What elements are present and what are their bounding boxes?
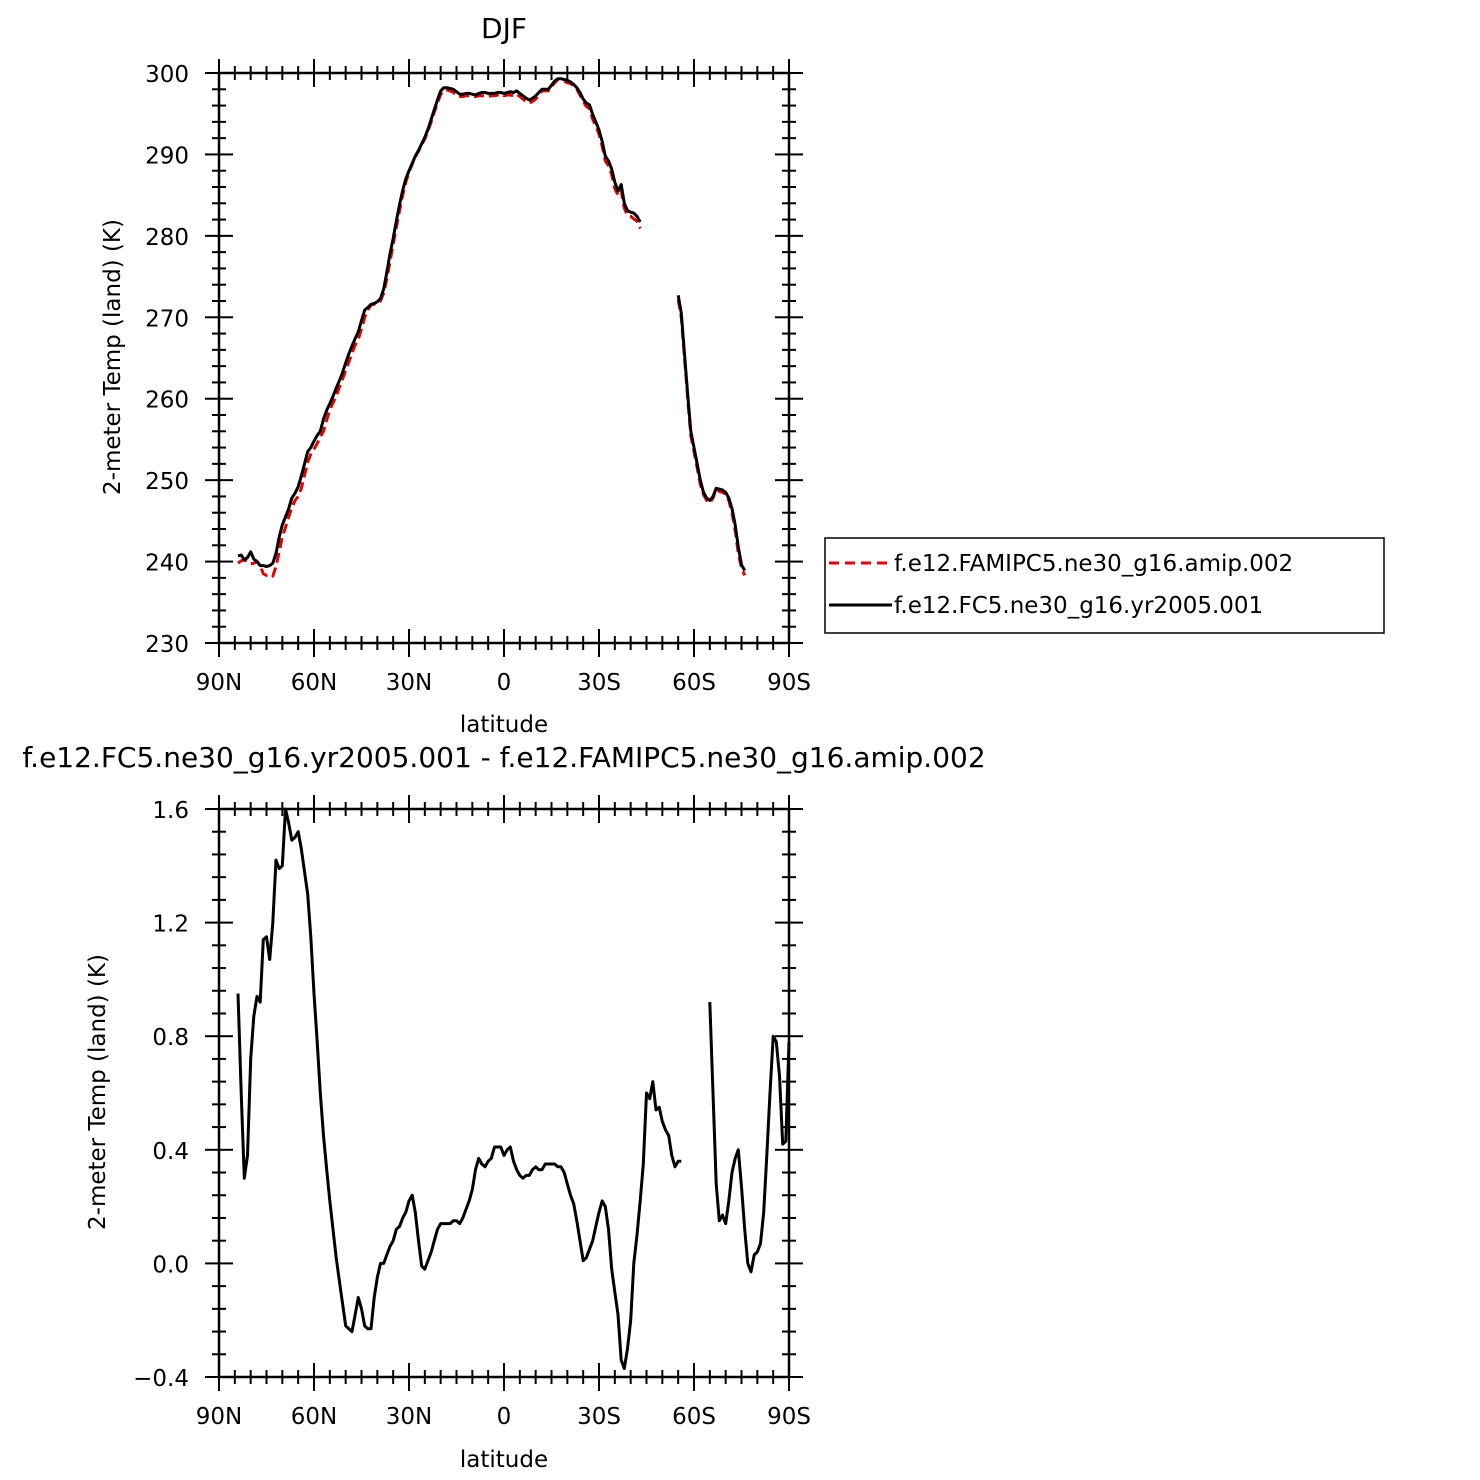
y-tick-label: 240 xyxy=(145,551,189,577)
legend-label-amip: f.e12.FAMIPC5.ne30_g16.amip.002 xyxy=(894,551,1293,577)
x-tick-label: 0 xyxy=(497,1404,512,1430)
x-tick-label: 90S xyxy=(767,670,811,696)
x-tick-label: 60N xyxy=(291,1404,337,1430)
legend-box xyxy=(824,537,1385,634)
x-tick-label: 30S xyxy=(577,1404,621,1430)
bottom-x-axis-label: latitude xyxy=(460,1447,548,1473)
series-line-difference xyxy=(708,1002,791,1274)
top-x-axis-label: latitude xyxy=(460,712,548,738)
y-tick-label: 1.2 xyxy=(152,912,189,938)
top-y-axis-label: 2-meter Temp (land) (K) xyxy=(100,219,126,495)
bottom-y-axis-label: 2-meter Temp (land) (K) xyxy=(85,954,111,1230)
y-tick-label: 290 xyxy=(145,143,189,169)
x-tick-label: 60S xyxy=(672,1404,716,1430)
bottom-panel: f.e12.FC5.ne30_g16.yr2005.001 - f.e12.FA… xyxy=(22,741,985,1473)
x-tick-label: 60N xyxy=(291,670,337,696)
series-line-fc5 xyxy=(676,295,747,572)
series-line-amip xyxy=(237,78,642,578)
legend: f.e12.FAMIPC5.ne30_g16.amip.002 f.e12.FC… xyxy=(824,537,1385,634)
y-tick-label: 230 xyxy=(145,632,189,658)
series-line-amip xyxy=(676,299,747,577)
top-chart-title: DJF xyxy=(481,12,527,45)
y-tick-label: 0.0 xyxy=(152,1252,189,1278)
x-tick-label: 0 xyxy=(497,670,512,696)
x-tick-label: 30N xyxy=(386,670,432,696)
x-tick-label: 60S xyxy=(672,670,716,696)
y-tick-label: 250 xyxy=(145,469,189,495)
y-tick-label: 0.4 xyxy=(152,1139,189,1165)
bottom-chart-title: f.e12.FC5.ne30_g16.yr2005.001 - f.e12.FA… xyxy=(22,741,985,774)
x-tick-label: 90N xyxy=(196,1404,242,1430)
x-tick-label: 90S xyxy=(767,1404,811,1430)
plot-frame xyxy=(217,807,791,1379)
x-tick-label: 90N xyxy=(196,670,242,696)
x-tick-label: 30N xyxy=(386,1404,432,1430)
y-tick-label: 270 xyxy=(145,306,189,332)
y-tick-label: 280 xyxy=(145,225,189,251)
y-tick-label: 0.8 xyxy=(152,1025,189,1051)
y-tick-label: 1.6 xyxy=(152,798,189,824)
plot-frame xyxy=(217,71,791,645)
y-tick-label: −0.4 xyxy=(133,1366,189,1392)
y-tick-label: 300 xyxy=(145,62,189,88)
series-line-difference xyxy=(236,807,682,1370)
x-tick-label: 30S xyxy=(577,670,621,696)
top-panel: DJF latitude 2-meter Temp (land) (K) 90N… xyxy=(100,12,811,738)
series-line-fc5 xyxy=(237,77,642,568)
legend-label-fc5: f.e12.FC5.ne30_g16.yr2005.001 xyxy=(894,593,1263,619)
y-tick-label: 260 xyxy=(145,388,189,414)
